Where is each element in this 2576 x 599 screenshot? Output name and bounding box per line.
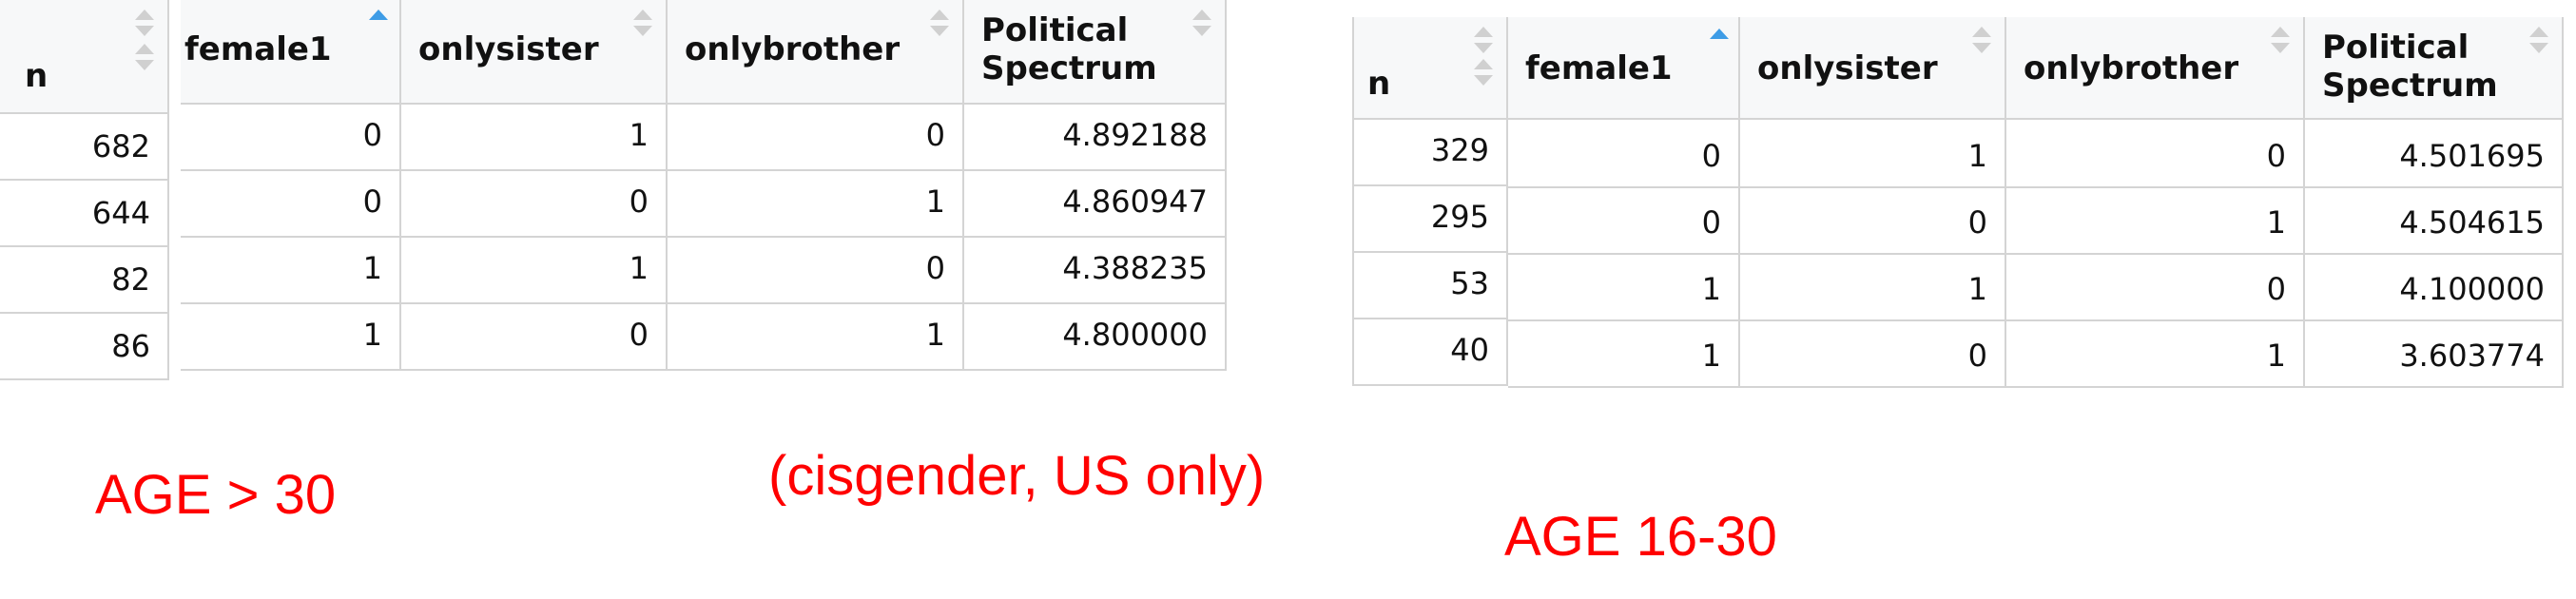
table-cell-female1: 0 — [1508, 120, 1740, 188]
sort-icon[interactable] — [2271, 27, 2290, 55]
column-header-political-spectrum[interactable]: Political Spectrum — [964, 0, 1227, 105]
table-cell-onlybrother: 0 — [668, 105, 964, 171]
table-cell-onlybrother: 1 — [668, 304, 964, 371]
column-header-onlybrother[interactable]: onlybrother — [2006, 17, 2305, 120]
column-header-political-spectrum[interactable]: Political Spectrum — [2305, 17, 2564, 120]
column-header-label: Spectrum — [2322, 67, 2498, 105]
table-cell-onlybrother: 0 — [2006, 120, 2305, 188]
table-cell-political-spectrum: 4.388235 — [964, 238, 1227, 304]
table-cell-n: 40 — [1352, 319, 1508, 386]
table-cell-political-spectrum: 4.100000 — [2305, 255, 2564, 321]
sort-icon[interactable] — [135, 44, 154, 72]
table-cell-n: 644 — [0, 181, 169, 247]
table-cell-onlysister: 0 — [401, 304, 668, 371]
column-header-label: Spectrum — [981, 49, 1157, 87]
column-header-label: Political — [981, 11, 1129, 49]
table-cell-onlysister: 0 — [401, 171, 668, 238]
table-cell-political-spectrum: 3.603774 — [2305, 321, 2564, 388]
sort-ascending-icon[interactable] — [369, 10, 388, 38]
table-cell-onlybrother: 0 — [668, 238, 964, 304]
column-header-label: Political — [2322, 29, 2469, 67]
sort-icon[interactable] — [135, 10, 154, 38]
table-cell-n: 53 — [1352, 253, 1508, 319]
sort-icon[interactable] — [1972, 27, 1991, 55]
table-cell-onlybrother: 1 — [2006, 188, 2305, 255]
column-header-label: onlybrother — [2024, 49, 2239, 87]
subset-note-label: (cisgender, US only) — [768, 445, 1266, 507]
table-cell-onlybrother: 0 — [2006, 255, 2305, 321]
table-cell-female1: 1 — [181, 304, 401, 371]
sort-icon[interactable] — [633, 10, 652, 38]
sort-icon[interactable] — [1192, 10, 1211, 38]
table-cell-n: 295 — [1352, 186, 1508, 253]
table-cell-political-spectrum: 4.800000 — [964, 304, 1227, 371]
column-header-label: n — [25, 57, 48, 95]
table-cell-political-spectrum: 4.501695 — [2305, 120, 2564, 188]
sort-ascending-icon[interactable] — [1710, 29, 1729, 57]
age-over-30-label: AGE > 30 — [95, 464, 337, 526]
column-header-n[interactable]: n — [1352, 17, 1508, 120]
column-header-onlysister[interactable]: onlysister — [401, 0, 668, 105]
table-cell-onlybrother: 1 — [2006, 321, 2305, 388]
table-cell-onlysister: 1 — [1740, 255, 2006, 321]
table-cell-n: 329 — [1352, 120, 1508, 186]
column-header-label: n — [1367, 65, 1391, 103]
table-cell-female1: 0 — [181, 105, 401, 171]
column-header-label: female1 — [184, 30, 332, 68]
left-table: n female1 onlysister onlybrother Politic… — [0, 0, 1236, 390]
table-cell-onlysister: 0 — [1740, 321, 2006, 388]
column-header-female1[interactable]: female1 — [1508, 17, 1740, 120]
table-cell-n: 82 — [0, 247, 169, 314]
table-cell-n: 86 — [0, 314, 169, 380]
table-cell-onlysister: 1 — [1740, 120, 2006, 188]
table-cell-onlysister: 1 — [401, 238, 668, 304]
column-header-onlybrother[interactable]: onlybrother — [668, 0, 964, 105]
table-cell-onlysister: 1 — [401, 105, 668, 171]
right-table: n female1 onlysister onlybrother Politic… — [1352, 17, 2576, 397]
table-cell-n: 682 — [0, 114, 169, 181]
column-header-label: onlysister — [1757, 49, 1938, 87]
table-cell-female1: 1 — [1508, 321, 1740, 388]
sort-icon[interactable] — [1474, 59, 1493, 87]
column-header-label: female1 — [1525, 49, 1673, 87]
column-header-onlysister[interactable]: onlysister — [1740, 17, 2006, 120]
table-cell-female1: 0 — [1508, 188, 1740, 255]
column-header-label: onlybrother — [685, 30, 901, 68]
table-cell-political-spectrum: 4.504615 — [2305, 188, 2564, 255]
sort-icon[interactable] — [930, 10, 949, 38]
table-cell-female1: 1 — [181, 238, 401, 304]
table-cell-political-spectrum: 4.860947 — [964, 171, 1227, 238]
column-header-n[interactable]: n — [0, 0, 169, 114]
sort-icon[interactable] — [2529, 27, 2548, 55]
table-cell-female1: 0 — [181, 171, 401, 238]
column-header-label: onlysister — [418, 30, 599, 68]
table-cell-onlysister: 0 — [1740, 188, 2006, 255]
column-header-female1[interactable]: female1 — [181, 0, 401, 105]
table-cell-onlybrother: 1 — [668, 171, 964, 238]
table-cell-female1: 1 — [1508, 255, 1740, 321]
table-cell-political-spectrum: 4.892188 — [964, 105, 1227, 171]
age-16-30-label: AGE 16-30 — [1504, 506, 1777, 568]
sort-icon[interactable] — [1474, 27, 1493, 55]
